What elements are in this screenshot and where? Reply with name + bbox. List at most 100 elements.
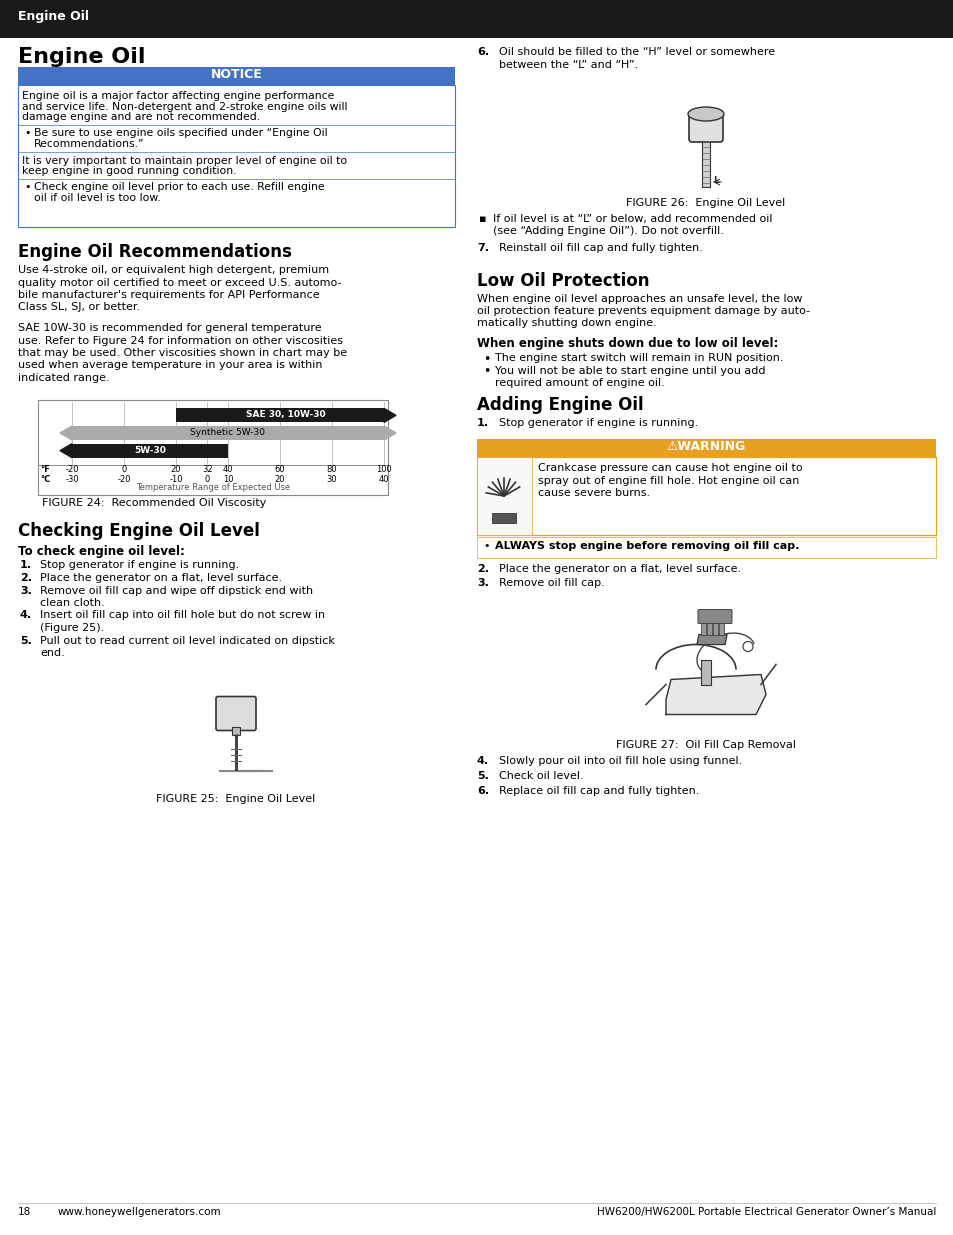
Text: 2.: 2. [20,573,32,583]
Polygon shape [384,409,395,422]
Text: 3.: 3. [476,578,488,588]
Text: The engine start switch will remain in RUN position.: The engine start switch will remain in R… [495,353,782,363]
Bar [700,659,710,684]
Text: use. Refer to Figure 24 for information on other viscosities: use. Refer to Figure 24 for information … [18,336,343,346]
Text: 1.: 1. [476,419,489,429]
Text: Synthetic 5W-30: Synthetic 5W-30 [191,429,265,437]
Text: Replace oil fill cap and fully tighten.: Replace oil fill cap and fully tighten. [498,785,699,795]
Text: Place the generator on a flat, level surface.: Place the generator on a flat, level sur… [40,573,282,583]
Text: It is very important to maintain proper level of engine oil to: It is very important to maintain proper … [22,156,347,165]
Text: °C: °C [40,474,51,483]
Bar [166,668,306,788]
Text: Checking Engine Oil Level: Checking Engine Oil Level [18,522,259,541]
Bar [706,620,711,635]
Text: HW6200/HW6200L Portable Electrical Generator Owner’s Manual: HW6200/HW6200L Portable Electrical Gener… [596,1207,935,1216]
Text: Slowly pour oil into oil fill hole using funnel.: Slowly pour oil into oil fill hole using… [498,757,741,767]
Text: 10: 10 [222,474,233,483]
Text: SAE 10W-30 is recommended for general temperature: SAE 10W-30 is recommended for general te… [18,324,321,333]
Bar [175,409,384,422]
Text: 4.: 4. [20,610,32,620]
Text: 3.: 3. [20,585,31,595]
Text: 60: 60 [274,464,285,473]
Text: 40: 40 [222,464,233,473]
Text: end.: end. [40,648,65,658]
Text: 5.: 5. [20,636,31,646]
Text: oil if oil level is too low.: oil if oil level is too low. [34,193,160,203]
Text: Be sure to use engine oils specified under “Engine Oil: Be sure to use engine oils specified und… [34,128,327,138]
Polygon shape [665,674,765,715]
Text: 7.: 7. [476,243,489,253]
Text: 6.: 6. [476,785,489,795]
Text: (Figure 25).: (Figure 25). [40,622,104,634]
Text: 5.: 5. [476,771,488,781]
Text: keep engine in good running condition.: keep engine in good running condition. [22,165,236,177]
Text: 20: 20 [274,474,285,483]
Circle shape [742,641,752,652]
Polygon shape [697,635,726,645]
Text: www.honeywellgenerators.com: www.honeywellgenerators.com [58,1207,221,1216]
Bar [719,620,723,635]
Text: Stop generator if engine is running.: Stop generator if engine is running. [498,419,698,429]
Bar [0,0,953,38]
Bar [492,513,516,522]
Text: Class SL, SJ, or better.: Class SL, SJ, or better. [18,303,140,312]
Polygon shape [60,443,71,458]
Text: quality motor oil certified to meet or exceed U.S. automo-: quality motor oil certified to meet or e… [18,278,341,288]
Text: 1.: 1. [20,561,32,571]
Text: Engine Oil: Engine Oil [18,47,146,67]
Text: Remove oil fill cap and wipe off dipstick end with: Remove oil fill cap and wipe off dipstic… [40,585,313,595]
Text: Oil should be filled to the “H” level or somewhere: Oil should be filled to the “H” level or… [498,47,774,57]
Text: Use 4-stroke oil, or equivalent high detergent, premium: Use 4-stroke oil, or equivalent high det… [18,266,329,275]
Bar [71,443,228,458]
Text: Low Oil Protection: Low Oil Protection [476,272,649,289]
Bar [232,726,240,735]
Text: 20: 20 [171,464,181,473]
Text: When engine shuts down due to low oil level:: When engine shuts down due to low oil le… [476,337,778,350]
Bar [71,426,384,440]
Text: required amount of engine oil.: required amount of engine oil. [495,378,664,388]
Polygon shape [60,426,71,440]
Bar [18,67,455,85]
Bar [476,537,935,557]
Text: If oil level is at “L” or below, add recommended oil: If oil level is at “L” or below, add rec… [493,214,772,224]
Text: -10: -10 [169,474,183,483]
Text: 30: 30 [326,474,337,483]
Text: 32: 32 [202,464,213,473]
Text: -20: -20 [65,464,79,473]
Text: FIGURE 25:  Engine Oil Level: FIGURE 25: Engine Oil Level [156,794,315,804]
Text: Engine oil is a major factor affecting engine performance: Engine oil is a major factor affecting e… [22,91,334,101]
Text: matically shutting down engine.: matically shutting down engine. [476,319,656,329]
Text: •: • [482,366,490,378]
Ellipse shape [687,107,723,121]
Bar [38,399,388,494]
Text: 6.: 6. [476,47,489,57]
Text: Remove oil fill cap.: Remove oil fill cap. [498,578,604,588]
Text: NOTICE: NOTICE [211,68,262,82]
Text: Reinstall oil fill cap and fully tighten.: Reinstall oil fill cap and fully tighten… [498,243,702,253]
Bar [18,85,455,227]
Text: (see “Adding Engine Oil”). Do not overfill.: (see “Adding Engine Oil”). Do not overfi… [493,226,723,236]
Text: 5W-30: 5W-30 [134,446,166,454]
Bar [656,82,755,191]
FancyBboxPatch shape [688,111,722,142]
Text: °F: °F [40,464,50,473]
Bar [476,457,935,535]
Text: Engine Oil Recommendations: Engine Oil Recommendations [18,243,292,261]
Text: -20: -20 [117,474,131,483]
Text: 18: 18 [18,1207,31,1216]
Polygon shape [384,426,395,440]
Bar [712,620,718,635]
Text: used when average temperature in your area is within: used when average temperature in your ar… [18,361,322,370]
Text: Stop generator if engine is running.: Stop generator if engine is running. [40,561,239,571]
Text: ⚠WARNING: ⚠WARNING [666,440,745,453]
FancyBboxPatch shape [698,610,731,624]
Text: FIGURE 27:  Oil Fill Cap Removal: FIGURE 27: Oil Fill Cap Removal [616,741,795,751]
Text: •: • [482,353,490,366]
Bar [476,438,935,457]
Text: and service life. Non-detergent and 2-stroke engine oils will: and service life. Non-detergent and 2-st… [22,101,347,111]
Text: ▪: ▪ [478,214,486,224]
Text: 100: 100 [375,464,392,473]
Text: 2.: 2. [476,563,489,573]
Text: between the “L” and “H”.: between the “L” and “H”. [498,59,638,69]
Text: 40: 40 [378,474,389,483]
